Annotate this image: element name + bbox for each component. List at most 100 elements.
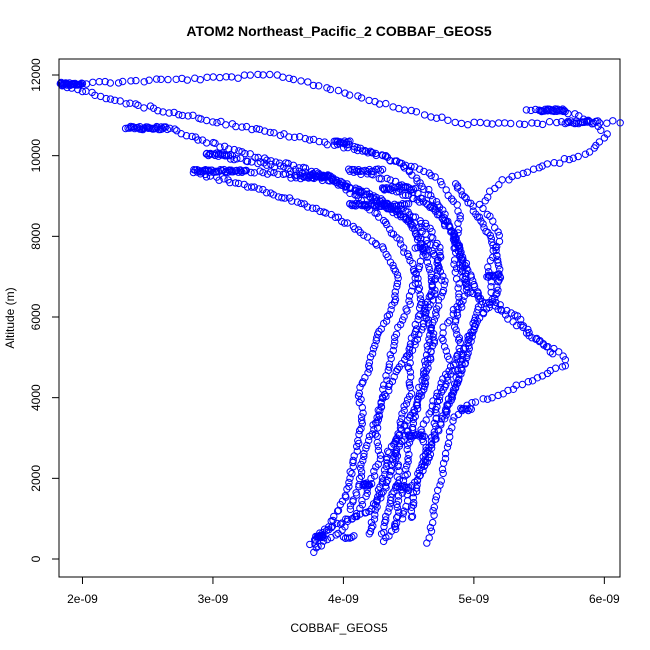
- data-point: [345, 482, 353, 491]
- data-point: [386, 176, 394, 184]
- data-point: [453, 379, 462, 387]
- x-tick-label: 4e-09: [328, 592, 359, 606]
- data-point: [323, 141, 331, 149]
- data-point: [336, 520, 345, 528]
- data-point: [545, 118, 554, 126]
- data-point: [367, 474, 375, 483]
- data-point: [323, 84, 331, 92]
- data-point: [222, 121, 230, 129]
- data-point: [384, 508, 392, 516]
- data-point: [434, 426, 442, 434]
- data-point: [140, 104, 148, 112]
- data-point: [421, 458, 430, 466]
- data-point: [479, 204, 487, 213]
- data-point: [362, 147, 370, 156]
- data-point: [585, 148, 594, 156]
- data-point: [456, 212, 464, 220]
- data-point: [374, 446, 383, 455]
- data-point: [312, 544, 320, 552]
- data-point: [403, 462, 411, 470]
- data-point: [231, 179, 240, 187]
- data-point: [423, 253, 431, 261]
- data-point: [425, 454, 433, 462]
- data-point: [452, 180, 460, 188]
- data-point: [462, 194, 470, 203]
- data-point: [119, 77, 127, 86]
- data-point: [560, 155, 569, 163]
- data-point: [373, 209, 381, 218]
- data-point: [431, 432, 439, 440]
- data-point: [358, 419, 366, 428]
- data-point: [324, 176, 332, 185]
- data-point: [373, 334, 381, 342]
- data-point: [311, 540, 319, 548]
- data-point: [542, 343, 551, 351]
- data-point: [343, 219, 351, 227]
- data-point: [494, 262, 503, 270]
- data-point: [424, 246, 432, 254]
- data-point: [401, 191, 410, 200]
- data-point: [427, 113, 435, 121]
- data-point: [405, 378, 413, 387]
- y-tick-label: 2000: [29, 465, 43, 492]
- data-point: [436, 248, 444, 256]
- data-point: [206, 150, 214, 158]
- data-point: [427, 437, 436, 445]
- data-point: [365, 436, 373, 445]
- data-point: [279, 73, 287, 81]
- data-point: [428, 440, 436, 449]
- data-point: [595, 138, 604, 146]
- data-point: [415, 432, 423, 440]
- data-point: [171, 125, 179, 133]
- data-point: [184, 112, 192, 120]
- data-point: [413, 196, 421, 204]
- data-point: [373, 413, 381, 422]
- data-point: [437, 388, 446, 396]
- data-point: [427, 191, 435, 200]
- data-point: [559, 352, 567, 360]
- data-point: [464, 332, 472, 340]
- data-point: [410, 498, 418, 507]
- data-point: [453, 201, 461, 209]
- data-point: [334, 506, 343, 515]
- data-point: [535, 337, 544, 346]
- data-point: [442, 408, 451, 416]
- data-point: [335, 180, 344, 188]
- data-point: [387, 496, 395, 505]
- data-point: [220, 175, 228, 183]
- data-point: [431, 286, 439, 294]
- data-point: [464, 121, 472, 129]
- data-point: [590, 144, 598, 152]
- data-point: [446, 223, 454, 231]
- data-point: [358, 417, 366, 425]
- data-point: [145, 76, 153, 84]
- data-point: [492, 290, 500, 299]
- data-point: [377, 398, 385, 406]
- data-point: [306, 136, 314, 144]
- data-point: [416, 257, 425, 265]
- data-point: [412, 487, 421, 496]
- data-point: [431, 275, 440, 283]
- data-point: [360, 452, 368, 461]
- data-point: [387, 466, 396, 474]
- data-point: [404, 483, 413, 491]
- data-point: [413, 477, 422, 485]
- data-point: [574, 152, 582, 161]
- data-point: [101, 77, 109, 86]
- data-point: [486, 187, 494, 195]
- data-point: [507, 309, 515, 317]
- data-point: [391, 338, 399, 346]
- y-axis-label: Altitude (m): [3, 287, 17, 348]
- data-point: [409, 489, 417, 497]
- data-point: [483, 119, 491, 127]
- data-point: [365, 190, 374, 198]
- data-point: [394, 183, 402, 191]
- data-point: [523, 168, 531, 176]
- data-point: [267, 160, 275, 169]
- data-point: [417, 431, 425, 439]
- data-point: [134, 101, 142, 110]
- data-point: [425, 169, 433, 177]
- data-point: [400, 436, 408, 444]
- data-point: [261, 127, 269, 135]
